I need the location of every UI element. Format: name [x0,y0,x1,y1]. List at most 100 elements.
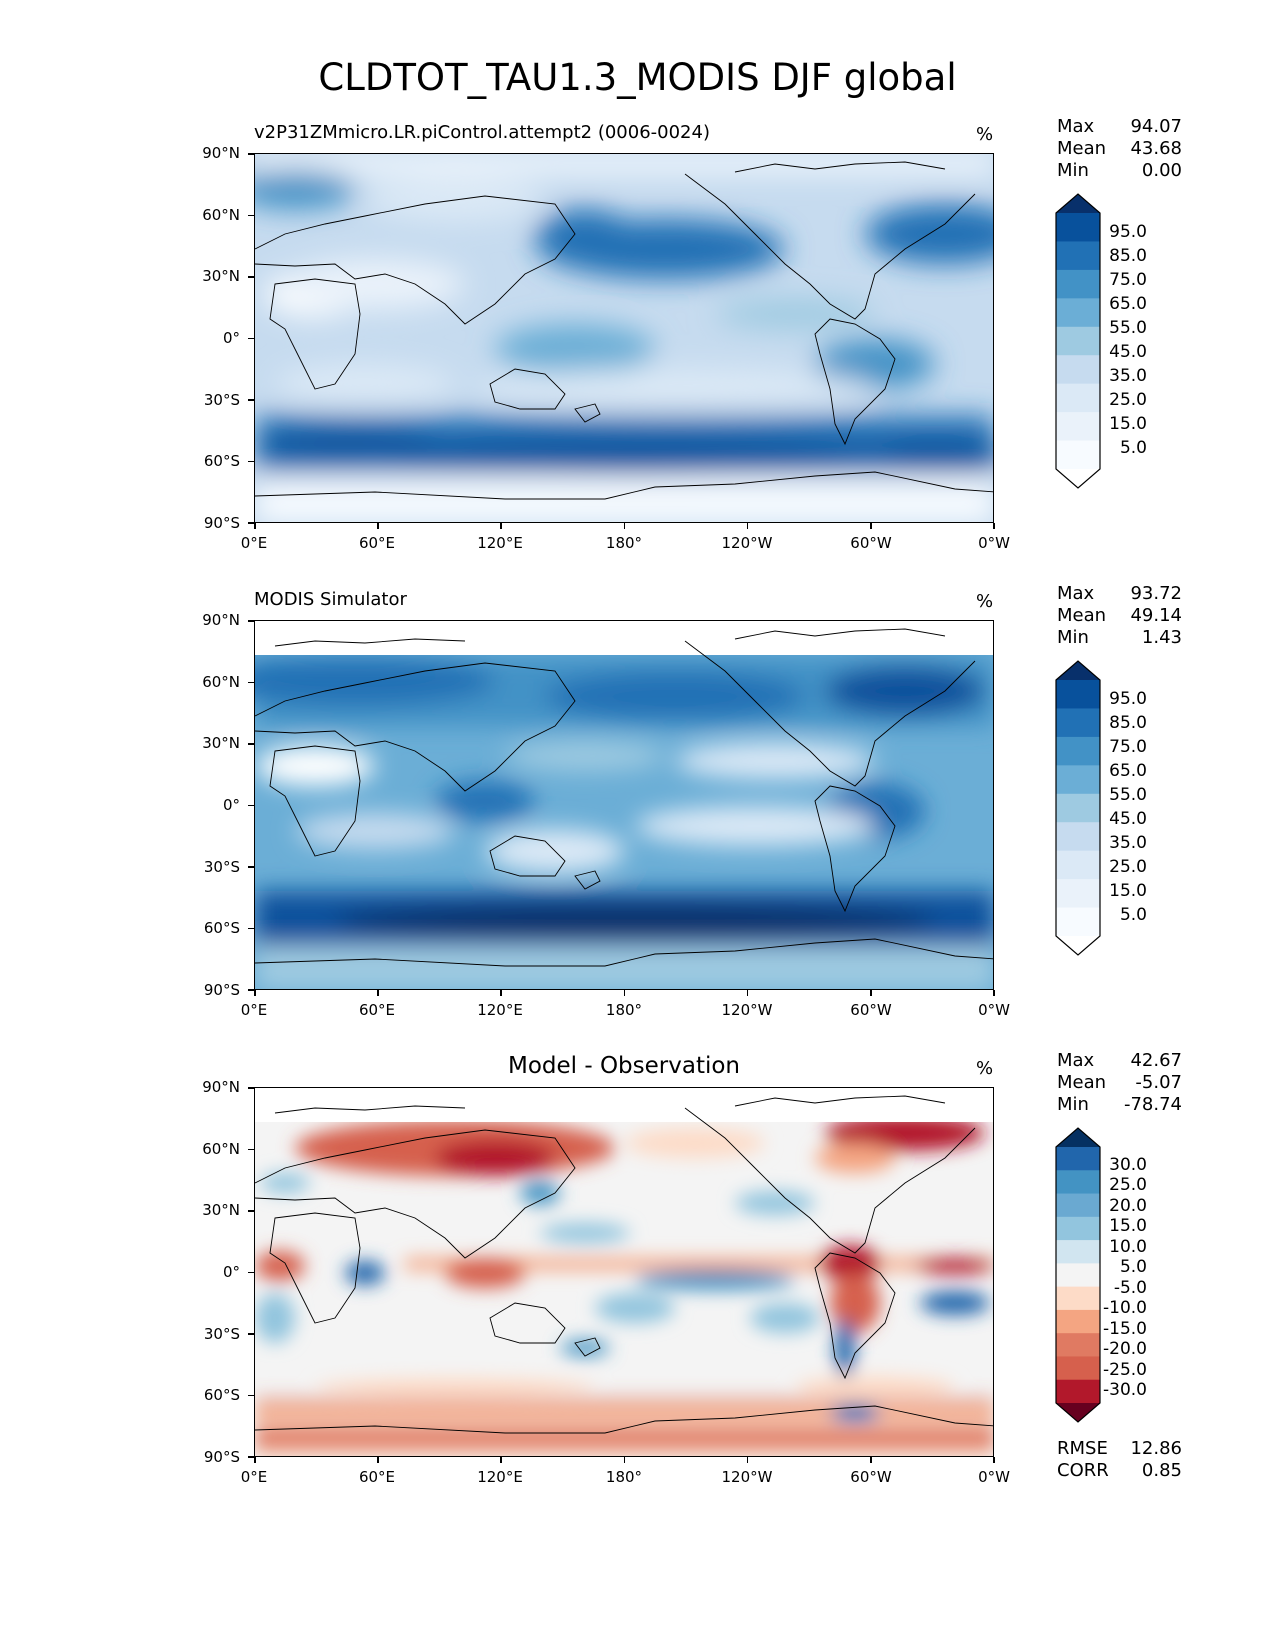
lon-label: 180° [605,534,643,552]
colorbar-band [1056,1170,1100,1195]
lat-label: 90°S [203,514,240,532]
colorbar-tick-label: 30.0 [1109,1155,1147,1175]
stat-value: 43.68 [1130,138,1182,159]
stat-label: Mean [1057,138,1107,159]
lon-label: 60°W [850,1468,892,1486]
panel-model-units: % [976,124,994,145]
lat-label: 60°S [203,919,240,937]
coastlines [255,628,993,967]
lat-tick [248,460,254,462]
stat-label: Mean [1057,1072,1107,1093]
lon-tick [377,1457,379,1463]
colorbar-obs [1055,660,1101,960]
colorbar-obs-svg [1055,660,1101,956]
lat-label: 60°N [202,673,240,691]
colorbar-band [1056,822,1100,852]
colorbar-tick-label: 25.0 [1109,1175,1147,1195]
colorbar-band [1056,708,1100,738]
lon-label: 120°E [477,534,523,552]
lat-label: 90°S [203,981,240,999]
lon-tick [870,990,872,996]
colorbar-band [1056,440,1100,470]
lat-label: 60°N [202,1140,240,1158]
colorbar-band [1056,241,1100,271]
stat-value: 0.85 [1141,1460,1182,1481]
lat-tick [248,214,254,216]
lat-tick [248,743,254,745]
lat-tick [248,153,254,155]
colorbar-tick-label: 95.0 [1109,689,1147,709]
lon-label: 0°W [978,534,1010,552]
colorbar-tick-label: -30.0 [1103,1380,1147,1400]
colorbar-band [1056,765,1100,795]
colorbar-band [1056,1263,1100,1288]
lon-tick [623,1457,626,1463]
stat-label: RMSE [1057,1438,1108,1459]
colorbar-tick-label: 25.0 [1109,857,1147,877]
stat-value: 12.86 [1130,1438,1182,1459]
stat-label: Mean [1057,605,1107,626]
coastlines [255,1095,993,1434]
lon-label: 0°W [978,1001,1010,1019]
lat-label: 0° [222,329,240,347]
colorbar-band [1056,850,1100,880]
colorbar-tick-label: 15.0 [1109,1216,1147,1236]
colorbar-tick-label: 35.0 [1109,366,1147,386]
colorbar-band [1056,1128,1100,1147]
lat-label: 90°S [203,1448,240,1466]
colorbar-band [1056,736,1100,766]
lon-label: 120°E [477,1001,523,1019]
lon-label: 120°W [721,1001,773,1019]
lat-tick [248,804,254,806]
panel-diff-title: Model - Observation [507,1053,741,1079]
lon-label: 0°E [240,534,268,552]
coastlines [255,161,993,500]
colorbar-band [1056,1193,1100,1218]
map-diff [254,1087,994,1457]
lat-tick [248,1394,254,1396]
lon-tick [993,1457,995,1463]
lon-label: 0°E [240,1468,268,1486]
lat-label: 60°N [202,206,240,224]
lon-tick [500,523,502,529]
lon-label: 60°E [358,534,396,552]
colorbar-band [1056,1333,1100,1358]
lon-tick [870,1457,872,1463]
colorbar-tick-label: 75.0 [1109,737,1147,757]
colorbar-band [1056,469,1100,488]
colorbar-tick-label: 20.0 [1109,1196,1147,1216]
colorbar-band [1056,936,1100,955]
colorbar-band [1056,1403,1100,1422]
lon-label: 0°E [240,1001,268,1019]
lat-label: 30°S [203,1325,240,1343]
stat-value: -78.74 [1123,1094,1182,1115]
panel-obs-title: MODIS Simulator [254,589,407,610]
stat-label: Min [1057,1094,1089,1115]
lat-tick [248,866,254,868]
lat-tick [248,1148,254,1150]
stat-value: 1.43 [1141,627,1182,648]
colorbar-band [1056,1240,1100,1264]
lon-tick [746,990,749,996]
lat-label: 30°S [203,858,240,876]
lon-label: 120°W [721,1468,773,1486]
colorbar-tick-label: 5.0 [1119,905,1147,925]
lon-label: 60°W [850,1001,892,1019]
stat-value: -5.07 [1135,1072,1182,1093]
colorbar-band [1056,298,1100,328]
stat-label: Max [1057,583,1095,604]
lon-tick [623,523,626,529]
lon-tick [500,990,502,996]
colorbar-band [1056,1309,1100,1334]
panel-diff-units: % [976,1058,994,1079]
lat-label: 30°N [202,1201,240,1219]
colorbar-band [1056,907,1100,937]
lat-label: 30°S [203,391,240,409]
lat-tick [248,681,254,683]
colorbar-band [1056,793,1100,823]
colorbar-model-svg [1055,193,1101,489]
colorbar-band [1056,879,1100,909]
stat-value: 49.14 [1130,605,1182,626]
colorbar-band [1056,1216,1100,1241]
colorbar-band [1056,661,1100,680]
